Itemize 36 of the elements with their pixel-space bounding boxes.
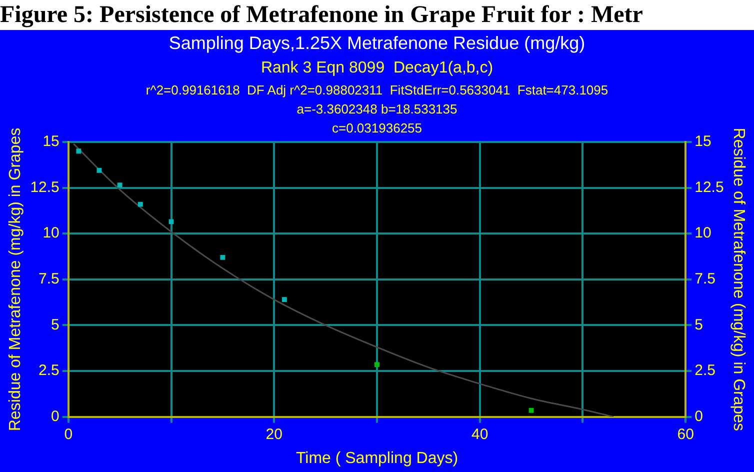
- point: [138, 202, 143, 207]
- point: [168, 219, 174, 224]
- y2-tick-label: 7.5: [694, 270, 716, 288]
- point: [96, 168, 102, 173]
- y2-tick-label: 2.5: [694, 362, 716, 380]
- y2-tick-label: 12.5: [694, 178, 724, 196]
- x-tick-label: 20: [266, 426, 282, 443]
- y2-tick-label: 10: [694, 224, 712, 242]
- text: Rank 3 Eqn 8099 Decay1(a,b,c): [260, 59, 494, 76]
- y2-tick-label: 0: [694, 408, 703, 425]
- text: c=0.031936255: [332, 120, 422, 136]
- chart-title: Figure 5: Persistence of Metrafenone in Grape Fruit for : Metr: [0, 1, 644, 30]
- y2-tick-label: 5: [694, 316, 703, 334]
- y-tick-label: 2.5: [38, 362, 60, 380]
- x-tick-label: 0: [64, 426, 73, 443]
- y-axis-title: Residue of Metrafenone (mg/kg) in Grapes: [7, 128, 24, 432]
- y2-tick-label: 15: [694, 133, 712, 150]
- point: [117, 182, 122, 188]
- y-tick-label: 5: [51, 316, 60, 334]
- text: r^2=0.99161618 DF Adj r^2=0.98802311 FitStdErr=0.5633041 Fstat=473.1095: [146, 82, 608, 98]
- x-tick-label: 60: [677, 426, 694, 443]
- y-tick-label: 12.5: [30, 178, 60, 196]
- text: a=-3.3602348 b=18.533135: [296, 102, 458, 117]
- y-tick-label: 7.5: [38, 270, 60, 288]
- point: [220, 254, 226, 260]
- x-axis-title: Time ( Sampling Days): [296, 450, 458, 467]
- y2-axis-title: Residue of Metrafenone (mg/kg) in Grapes: [730, 128, 747, 432]
- y-tick-label: 15: [42, 133, 60, 150]
- point: [374, 362, 380, 368]
- x-tick-label: 40: [472, 426, 488, 443]
- y-tick-label: 10: [42, 224, 60, 242]
- point: [528, 408, 534, 413]
- chart-subtitle: Sampling Days,1.25X Metrafenone Residue (mg/kg): [168, 32, 586, 53]
- point: [282, 297, 287, 302]
- y-tick-label: 0: [51, 408, 60, 425]
- point: [76, 148, 82, 154]
